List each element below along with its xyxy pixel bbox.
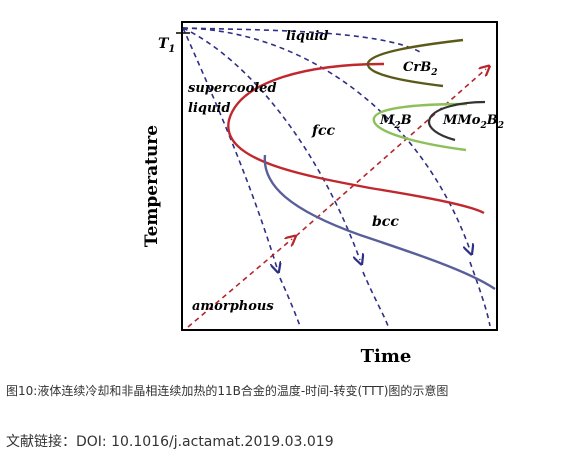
reference-doi[interactable]: DOI: 10.1016/j.actamat.2019.03.019 [76,434,334,450]
crb2-curve [366,38,464,88]
cooling-path-medium [182,27,360,260]
plot-frame [181,21,498,331]
cooling-path-slow-tail [469,261,491,327]
amorphous-label: amorphous [192,299,274,314]
m2b-curve [372,102,468,152]
crb2-label: CrB2 [403,60,437,78]
y-axis-label: Temperature [142,125,162,247]
supercooled-label-line2: liquid [188,101,230,116]
bcc-curve [263,154,496,290]
cooling-path-fast [182,27,277,268]
m2b-label: M2B [379,113,412,131]
reference-label: 文献链接： [6,434,76,450]
supercooled-label-line1: supercooled [188,81,277,96]
ttt-diagram: Temperature Time T1 [142,21,504,367]
t1-label: T1 [158,36,175,55]
bcc-label: bcc [372,214,399,230]
cooling-path-slow [182,27,470,250]
fcc-label: fcc [311,123,336,139]
figure-caption: 图10:液体连续冷却和非晶相连续加热的11B合金的温度-时间-转变(TTT)图的… [6,384,449,398]
liquid-boundary [182,27,421,53]
heating-path-tail [295,69,486,237]
x-axis-label: Time [361,346,412,367]
reference-link[interactable]: 文献链接：DOI: 10.1016/j.actamat.2019.03.019 [6,431,334,451]
figure-panel: Temperature Time T1 [142,21,504,367]
cooling-path-medium-tail [362,271,389,327]
mmo2b2-label: MMo2B2 [442,113,504,131]
cooling-path-fast-tail [279,277,301,327]
mmo2b2-curve [427,100,486,142]
heating-path [187,239,292,328]
liquid-label: liquid [286,29,328,44]
fcc-curve [227,62,485,215]
